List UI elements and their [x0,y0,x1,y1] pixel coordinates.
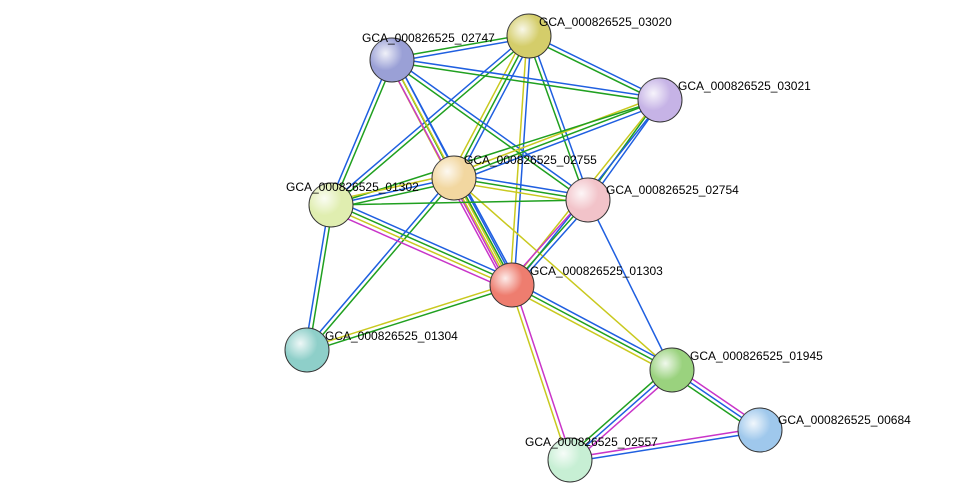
network-diagram: GCA_000826525_03020 GCA_000826525_02747 GC… [0,0,975,503]
node-label: GCA_000826525_00684 [778,413,911,427]
node-label: GCA_000826525_03020 [539,15,672,29]
node-label: GCA_000826525_02557 [525,435,658,449]
node[interactable] [285,328,329,372]
node-label: GCA_000826525_01304 [325,329,458,343]
node[interactable] [638,78,682,122]
node-label: GCA_000826525_02747 [362,31,495,45]
edge [512,285,672,370]
node-label: GCA_000826525_03021 [678,79,811,93]
node-label: GCA_000826525_01945 [690,349,823,363]
labels-layer: GCA_000826525_03020 GCA_000826525_02747 GC… [286,15,911,449]
node-label: GCA_000826525_02755 [464,153,597,167]
node-label: GCA_000826525_01303 [530,264,663,278]
node[interactable] [738,408,782,452]
node[interactable] [566,178,610,222]
node[interactable] [490,263,534,307]
edge [514,284,572,459]
node[interactable] [650,348,694,392]
node-label: GCA_000826525_02754 [606,183,739,197]
node-label: GCA_000826525_01302 [286,180,419,194]
edge [588,200,672,370]
edge [510,289,670,374]
edges-layer [305,34,762,463]
